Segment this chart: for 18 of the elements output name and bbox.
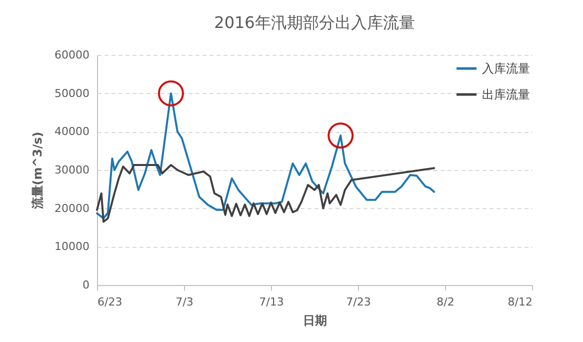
- y-tick-label: 40000: [54, 125, 90, 138]
- x-tick-label: 7/3: [176, 296, 194, 308]
- x-tick-label: 7/13: [259, 296, 284, 308]
- x-tick-label: 7/23: [346, 296, 371, 308]
- legend-label: 入库流量: [482, 62, 530, 76]
- x-tick-label: 8/2: [436, 296, 454, 308]
- chart-title: 2016年汛期部分出入库流量: [214, 13, 415, 32]
- x-tick-label: 8/12: [508, 296, 532, 308]
- y-tick-label: 50000: [54, 86, 90, 100]
- y-tick-label: 10000: [54, 240, 90, 254]
- x-tick-label: 6/23: [98, 296, 122, 308]
- y-tick-label: 0: [82, 278, 90, 292]
- legend-label: 出库流量: [482, 88, 530, 102]
- y-tick-label: 30000: [54, 164, 90, 176]
- y-axis-title: 流量(m^3/s): [30, 132, 45, 210]
- y-tick-label: 60000: [54, 48, 90, 62]
- y-tick-label: 20000: [54, 202, 90, 215]
- x-axis-title: 日期: [303, 314, 327, 328]
